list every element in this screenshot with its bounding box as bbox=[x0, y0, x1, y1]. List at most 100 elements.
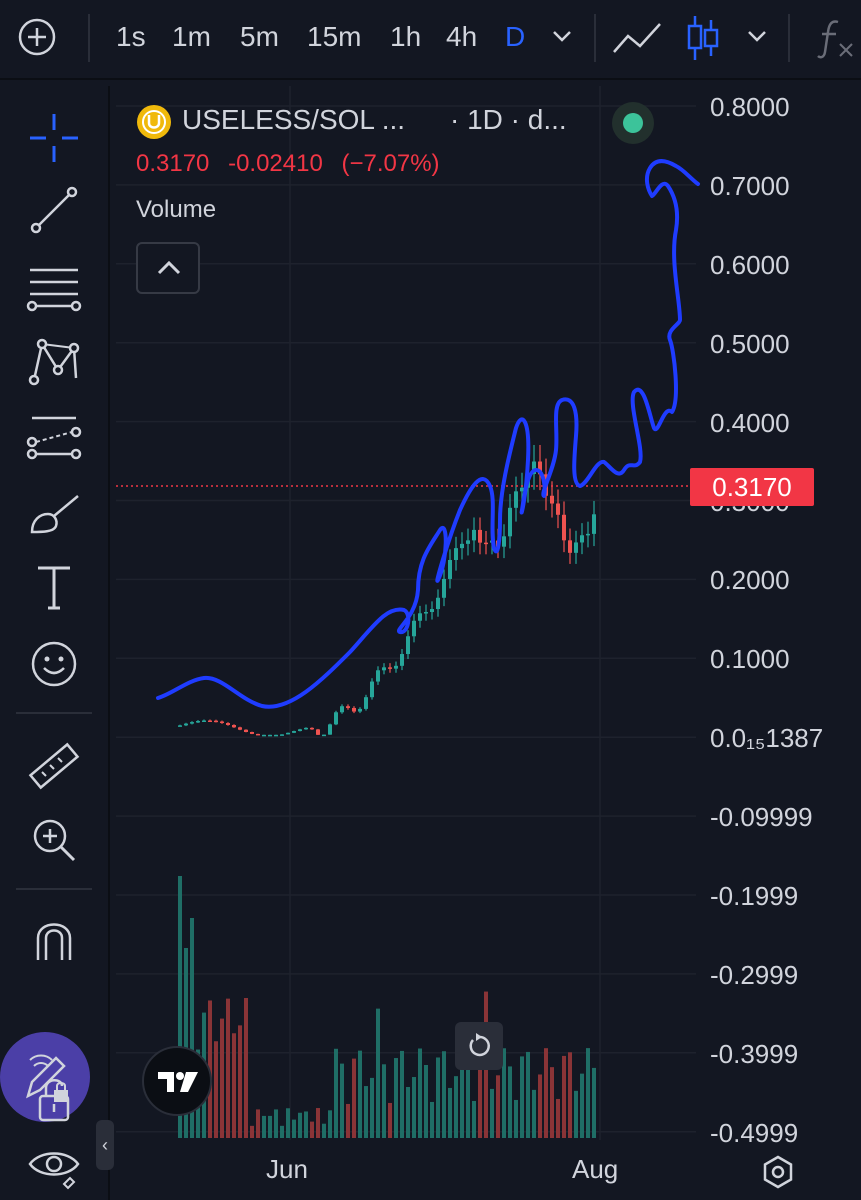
trend-line-icon[interactable] bbox=[24, 182, 84, 238]
volume-bar bbox=[508, 1066, 512, 1138]
symbol-name[interactable]: USELESS/SOL ... bbox=[182, 104, 406, 135]
candle-body bbox=[562, 514, 566, 541]
zoom-in-icon[interactable] bbox=[24, 812, 84, 868]
tradingview-logo-icon bbox=[158, 1072, 198, 1092]
candle-body bbox=[334, 712, 338, 725]
volume-bar bbox=[400, 1050, 404, 1138]
pattern-icon[interactable] bbox=[24, 334, 84, 390]
time-label-aug: Aug bbox=[572, 1154, 619, 1184]
time-label-jun: Jun bbox=[266, 1154, 308, 1184]
candle-body bbox=[310, 727, 314, 730]
volume-bar bbox=[298, 1112, 302, 1138]
token-logo-icon bbox=[137, 105, 171, 139]
candle-body bbox=[352, 707, 356, 712]
candle-body bbox=[496, 540, 500, 547]
volume-bar bbox=[454, 1076, 458, 1138]
timeframe-1h[interactable]: 1h bbox=[390, 21, 422, 52]
candle-body bbox=[304, 727, 308, 730]
candle-body bbox=[178, 725, 182, 727]
timeframe-d[interactable]: D bbox=[505, 21, 526, 52]
volume-bar bbox=[502, 1048, 506, 1138]
indicators-fx-icon[interactable] bbox=[816, 18, 856, 60]
eye-icon[interactable] bbox=[24, 1138, 84, 1194]
time-axis[interactable]: Jun Aug bbox=[116, 1140, 861, 1200]
fib-retracement-icon[interactable] bbox=[24, 260, 84, 316]
price-label: 0.0₁₅1387 bbox=[710, 723, 824, 754]
volume-bar bbox=[568, 1052, 572, 1138]
candle-body bbox=[220, 721, 224, 724]
timeframe-4h[interactable]: 4h bbox=[446, 21, 478, 52]
tradingview-logo[interactable] bbox=[142, 1046, 212, 1116]
candle-body bbox=[394, 665, 398, 669]
volume-bar bbox=[178, 876, 182, 1138]
candle-body bbox=[586, 533, 590, 536]
volume-bar bbox=[274, 1109, 278, 1138]
ruler-icon[interactable] bbox=[24, 738, 84, 794]
candle-body bbox=[316, 729, 320, 735]
volume-bar bbox=[520, 1056, 524, 1138]
volume-bar bbox=[586, 1048, 590, 1138]
add-symbol-icon[interactable] bbox=[18, 18, 56, 56]
volume-bar bbox=[292, 1119, 296, 1138]
price-axis[interactable]: 0.80000.70000.60000.50000.40000.30000.20… bbox=[696, 86, 861, 1148]
timeframe-1s[interactable]: 1s bbox=[116, 21, 146, 52]
candle-body bbox=[262, 734, 266, 737]
volume-bar bbox=[370, 1077, 374, 1138]
candle-body bbox=[550, 495, 554, 504]
candle-body bbox=[574, 542, 578, 553]
price-chart[interactable] bbox=[116, 86, 696, 1140]
reset-chart-button[interactable] bbox=[455, 1022, 503, 1070]
candle-body bbox=[340, 706, 344, 713]
chart-pane[interactable] bbox=[116, 86, 696, 1140]
volume-bar bbox=[490, 1088, 494, 1138]
candle-body bbox=[514, 491, 518, 508]
pen-lock-button[interactable] bbox=[0, 1032, 90, 1122]
candle-body bbox=[214, 720, 218, 723]
price-label: -0.09999 bbox=[710, 802, 813, 833]
timeframe-1m[interactable]: 1m bbox=[172, 21, 211, 52]
volume-bar bbox=[448, 1087, 452, 1138]
candle-body bbox=[484, 542, 488, 545]
chart-settings-icon[interactable] bbox=[760, 1154, 796, 1190]
volume-bar bbox=[184, 948, 188, 1138]
candle-body bbox=[430, 609, 434, 613]
top-toolbar: 1s 1m 5m 15m 1h 4h D bbox=[0, 0, 861, 80]
timeframe-15m[interactable]: 15m bbox=[307, 21, 362, 52]
lock-icon[interactable] bbox=[24, 1072, 84, 1128]
price-change-row: 0.3170 -0.02410 (−7.07%) bbox=[136, 150, 452, 178]
collapse-sidebar-button[interactable]: ‹ bbox=[96, 1120, 114, 1170]
chevron-down-icon[interactable] bbox=[550, 28, 574, 44]
candles-icon[interactable] bbox=[686, 14, 720, 62]
candle-body bbox=[196, 721, 200, 723]
text-icon[interactable] bbox=[24, 560, 84, 616]
price-label: 0.6000 bbox=[710, 249, 790, 280]
volume-bar bbox=[556, 1098, 560, 1138]
price-label: 0.5000 bbox=[710, 328, 790, 359]
candle-body bbox=[490, 540, 494, 543]
magnet-icon[interactable] bbox=[24, 916, 84, 972]
volume-bar bbox=[412, 1077, 416, 1138]
price-label: -0.4999 bbox=[710, 1117, 799, 1148]
emoji-icon[interactable] bbox=[24, 636, 84, 692]
volume-bar bbox=[562, 1055, 566, 1138]
line-chart-icon[interactable] bbox=[612, 20, 664, 58]
volume-bar bbox=[286, 1108, 290, 1138]
crosshair-icon[interactable] bbox=[24, 110, 84, 166]
forecast-icon[interactable] bbox=[24, 408, 84, 464]
chevron-down-icon[interactable] bbox=[745, 28, 769, 44]
volume-bar bbox=[262, 1115, 266, 1138]
volume-bar bbox=[334, 1048, 338, 1138]
candle-body bbox=[568, 540, 572, 553]
volume-label: Volume bbox=[136, 196, 217, 223]
volume-bar bbox=[250, 1125, 254, 1138]
candle-body bbox=[406, 636, 410, 655]
volume-bar bbox=[418, 1048, 422, 1138]
brush-icon[interactable] bbox=[24, 486, 84, 542]
volume-bar bbox=[310, 1121, 314, 1138]
volume-bar bbox=[364, 1086, 368, 1138]
timeframe-5m[interactable]: 5m bbox=[240, 21, 279, 52]
candle-body bbox=[478, 529, 482, 543]
price-label: -0.2999 bbox=[710, 959, 799, 990]
candle-body bbox=[532, 461, 536, 474]
collapse-legend-button[interactable] bbox=[136, 242, 200, 294]
